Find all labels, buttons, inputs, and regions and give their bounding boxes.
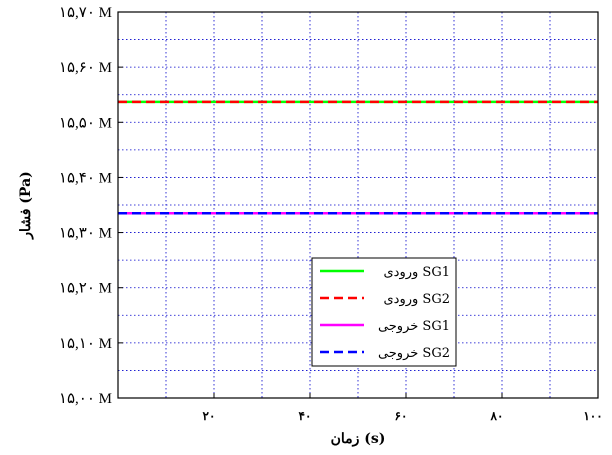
y-tick-label: ۱۵,۵۰ M [59, 115, 112, 131]
x-tick-label: ۸۰ [490, 409, 504, 423]
y-tick-label: ۱۵,۴۰ M [59, 170, 112, 186]
y-tick-label: ۱۵,۶۰ M [59, 60, 112, 76]
series-lines [118, 100, 598, 215]
y-tick-label: ۱۵,۲۰ M [59, 281, 112, 297]
x-tick-label: ۱۰۰ [583, 409, 602, 423]
plot-area-frame [117, 11, 599, 399]
y-tick-label: ۱۵,۰۰ M [59, 391, 112, 407]
legend-label-1: ورودی SG1 [383, 265, 450, 280]
legend-label-3: خروجی SG1 [378, 319, 450, 334]
x-tick-label: ۴۰ [299, 409, 312, 423]
legend: ورودی SG1 ورودی SG2 خروجی SG1 خروجی SG2 [311, 257, 457, 367]
y-tick-label: ۱۵,۱۰ M [59, 336, 112, 352]
legend-label-2: ورودی SG2 [383, 292, 450, 307]
legend-box [311, 257, 457, 367]
legend-label-4: خروجی SG2 [378, 346, 450, 361]
x-tick-label: ۲۰ [203, 409, 216, 423]
y-tick-label: ۱۵,۷۰ M [59, 5, 112, 21]
x-tick-label: ۶۰ [395, 409, 408, 423]
y-tick-label: ۱۵,۳۰ M [59, 226, 112, 242]
x-axis-label: زمان (s) [331, 431, 386, 447]
grid-lines [118, 12, 598, 398]
tick-labels: ۱۵,۰۰ M ۱۵,۱۰ M ۱۵,۲۰ M ۱۵,۳۰ M ۱۵,۴۰ M ۱۵,۵۰… [59, 5, 603, 423]
y-axis-label: فشار (Pa) [18, 171, 34, 240]
